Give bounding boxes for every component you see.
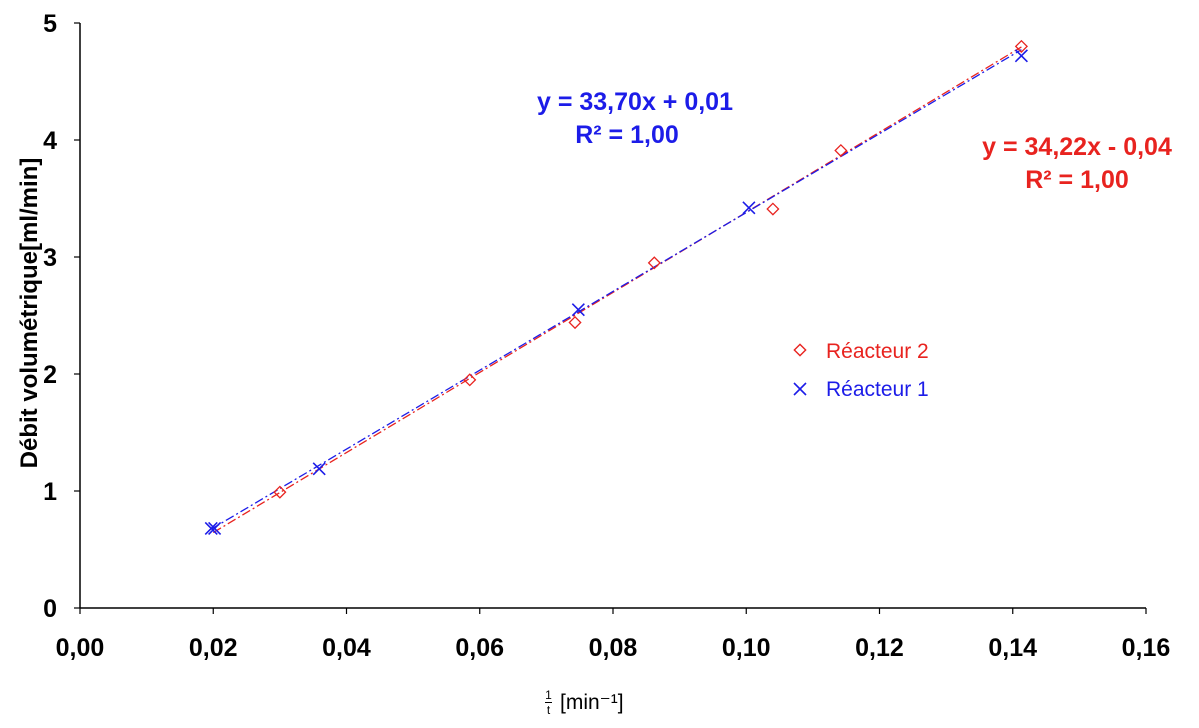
x-axis-label-fraction: 1 t <box>545 689 552 716</box>
data-point-x <box>1014 49 1028 63</box>
data-point-x <box>204 521 218 536</box>
x-tick-label: 0,04 <box>322 634 371 662</box>
legend-marker-x <box>793 382 807 396</box>
data-points <box>204 39 1028 536</box>
equation-reacteur-2-line: y = 34,22x - 0,04 <box>982 133 1172 161</box>
y-tick-label: 4 <box>43 127 57 155</box>
fraction-bar <box>545 701 552 703</box>
y-axis-label: Débit volumétrique[ml/min] <box>16 158 43 469</box>
y-tick-label: 2 <box>43 361 57 389</box>
data-point-diamond <box>766 202 780 216</box>
fit-lines <box>210 46 1022 534</box>
y-tick-label: 5 <box>43 10 57 38</box>
equation-reacteur-2: y = 34,22x - 0,04 R² = 1,00 <box>982 133 1172 194</box>
fit-line-series-1 <box>212 46 1022 534</box>
y-tick-label: 3 <box>43 244 57 272</box>
legend-label-reacteur-2: Réacteur 2 <box>826 340 929 363</box>
x-tick-label: 0,06 <box>455 634 504 662</box>
equation-reacteur-1-line: y = 33,70x + 0,01 <box>537 88 733 116</box>
equation-reacteur-1: y = 33,70x + 0,01 R² = 1,00 <box>537 88 733 149</box>
x-tick-label: 0,16 <box>1122 634 1171 662</box>
x-tick-label: 0,08 <box>589 634 638 662</box>
data-point-x <box>571 303 585 317</box>
data-point-diamond <box>463 373 477 387</box>
legend: Réacteur 2 Réacteur 1 <box>793 340 929 401</box>
data-point-x <box>208 521 222 536</box>
data-point-diamond <box>834 143 848 158</box>
data-point-diamond <box>647 256 661 270</box>
fraction-denominator: t <box>546 702 551 717</box>
data-point-x <box>312 462 326 476</box>
x-axis-label-unit: [min⁻¹] <box>560 690 624 714</box>
fit-line-series-2 <box>210 49 1022 530</box>
y-tick-label: 1 <box>43 478 57 506</box>
x-tick-label: 0,14 <box>988 634 1037 662</box>
legend-label-reacteur-1: Réacteur 1 <box>826 378 929 401</box>
y-tick-label: 0 <box>43 595 57 623</box>
x-tick-label: 0,10 <box>722 634 771 662</box>
data-point-x <box>742 201 756 215</box>
x-tick-label: 0,02 <box>189 634 238 662</box>
axes <box>74 22 1147 614</box>
x-axis-label: 1 t [min⁻¹] <box>545 682 624 722</box>
fraction-numerator: 1 <box>545 687 552 702</box>
legend-item-reacteur-1: Réacteur 1 <box>793 378 929 401</box>
data-point-diamond <box>273 485 287 499</box>
r2-reacteur-2: R² = 1,00 <box>1025 166 1129 194</box>
data-point-diamond <box>1014 39 1028 53</box>
r2-reacteur-1: R² = 1,00 <box>575 121 679 149</box>
legend-marker-diamond <box>793 343 807 357</box>
x-tick-label: 0,00 <box>56 634 105 662</box>
legend-item-reacteur-2: Réacteur 2 <box>793 340 929 363</box>
data-point-diamond <box>568 315 582 330</box>
x-tick-label: 0,12 <box>855 634 904 662</box>
tick-labels: 0,00 0,02 0,04 0,06 0,08 0,10 0,12 0,14 0,16 0 1 2 3… <box>43 10 1170 662</box>
